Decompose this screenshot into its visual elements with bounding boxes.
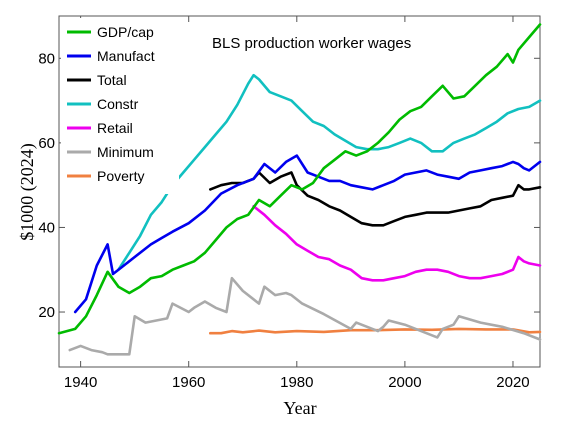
legend-label-minimum: Minimum	[97, 144, 154, 160]
series-line-retail	[252, 205, 542, 282]
legend-label-total: Total	[97, 72, 127, 88]
legend: GDP/cap Manufact Total Constr Retail Minimum P…	[61, 18, 179, 194]
legend-label-manufact: Manufact	[97, 48, 155, 64]
y-tick-label: 80	[38, 50, 55, 67]
x-axis-label: Year	[283, 398, 316, 418]
legend-label-constr: Constr	[97, 96, 139, 112]
y-axis-label: $1000 (2024)	[17, 143, 38, 241]
x-tick-label: 1980	[280, 374, 313, 391]
series-line-poverty	[209, 327, 542, 335]
series-layer	[57, 23, 542, 356]
legend-label-retail: Retail	[97, 120, 133, 136]
x-tick-label: 1960	[172, 374, 205, 391]
series-line-total	[209, 171, 542, 227]
series-line-constr	[117, 73, 542, 272]
x-tick-label: 2000	[388, 374, 421, 391]
plot-area-frame	[58, 15, 541, 368]
y-tick-label: 20	[38, 304, 55, 321]
series-line-manufact	[73, 154, 542, 314]
legend-background	[61, 18, 179, 194]
series-line-gdp-cap	[57, 23, 542, 335]
x-tick-label: 2020	[496, 374, 529, 391]
series-line-minimum	[68, 276, 542, 356]
y-tick-label: 60	[38, 135, 55, 152]
legend-label-gdp-cap: GDP/cap	[97, 24, 154, 40]
chart-title: BLS production worker wages	[212, 35, 411, 52]
x-tick-label: 1940	[64, 374, 97, 391]
y-tick-label: 40	[38, 219, 55, 236]
legend-label-poverty: Poverty	[97, 168, 144, 184]
